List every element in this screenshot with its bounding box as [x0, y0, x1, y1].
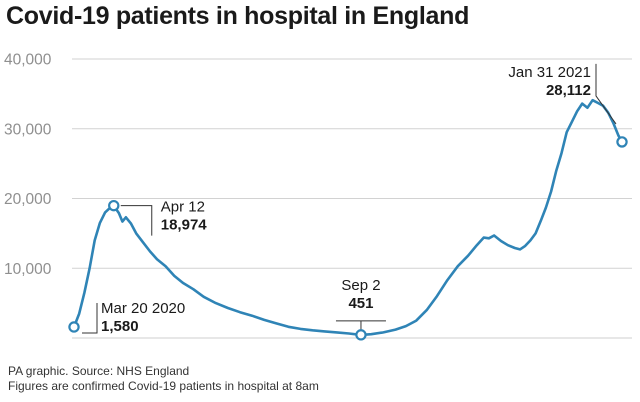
- y-axis-ticks: 10,000 20,000 30,000 40,000: [4, 52, 52, 278]
- annotation-value: 1,580: [101, 318, 139, 335]
- y-tick-label: 30,000: [4, 121, 52, 138]
- annotation-value: 18,974: [161, 217, 208, 234]
- y-tick-label: 20,000: [4, 191, 52, 208]
- data-point-marker: [68, 321, 80, 333]
- annotation-date: Mar 20 2020: [101, 300, 185, 317]
- chart-title: Covid-19 patients in hospital in England: [6, 2, 470, 30]
- data-point-marker: [355, 329, 367, 341]
- annotation-date: Sep 2: [341, 277, 380, 294]
- series-line-hospital-patients: [72, 98, 624, 337]
- source-credit: PA graphic. Source: NHS England: [8, 364, 190, 378]
- annotation-leader: [120, 205, 153, 236]
- data-point-marker: [616, 136, 628, 148]
- footnote: Figures are confirmed Covid-19 patients …: [8, 379, 319, 393]
- gridlines: [72, 58, 632, 269]
- data-point-marker: [108, 199, 120, 212]
- y-tick-label: 40,000: [4, 52, 52, 69]
- y-tick-label: 10,000: [4, 261, 52, 278]
- annotation-value: 28,112: [546, 82, 591, 99]
- annotation-leader: [595, 63, 617, 125]
- annotation-leader: [82, 302, 98, 334]
- annotation-date: Jan 31 2021: [508, 64, 591, 81]
- annotation-value: 451: [348, 295, 373, 312]
- annotation-date: Apr 12: [161, 199, 205, 216]
